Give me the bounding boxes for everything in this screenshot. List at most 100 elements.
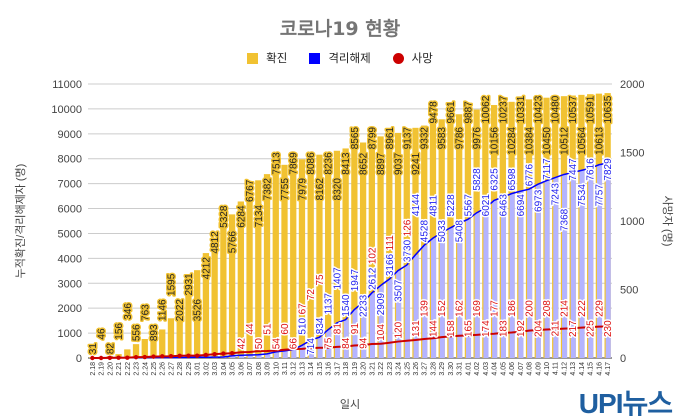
bar-released	[431, 238, 437, 358]
bar-confirmed	[386, 134, 393, 358]
x-tick-label: 3.24	[396, 362, 403, 376]
data-label-deaths: 81	[332, 323, 343, 335]
x-tick-label: 3.23	[387, 362, 394, 376]
x-tick-label: 3.15	[317, 362, 324, 376]
x-tick-label: 4.04	[492, 362, 499, 376]
point-deaths	[168, 354, 174, 359]
bar-released	[369, 292, 375, 358]
bar-confirmed	[228, 214, 236, 358]
bar-confirmed	[298, 159, 306, 358]
data-label-deaths: 94	[359, 337, 370, 349]
x-tick-label: 3.30	[448, 362, 455, 376]
data-label-confirmed: 1146	[158, 299, 169, 321]
bar-confirmed	[176, 307, 183, 358]
legend-label: 격리해제	[328, 51, 371, 65]
data-label-confirmed: 4212	[201, 257, 212, 280]
data-label-deaths: 152	[437, 300, 448, 317]
data-label-confirmed: 10384	[525, 127, 536, 155]
point-deaths	[203, 352, 209, 358]
data-label-released: 6694	[516, 194, 527, 217]
legend-swatch-confirmed	[247, 52, 259, 64]
bar-released	[553, 177, 559, 358]
bar-confirmed	[394, 132, 402, 358]
y-tick-label: 4000	[58, 253, 82, 265]
data-label-deaths: 217	[568, 320, 579, 337]
data-label-released: 5567	[463, 194, 474, 217]
x-tick-label: 3.17	[334, 362, 341, 376]
y2-tick-label: 500	[620, 285, 638, 297]
data-label-released: 3730	[402, 239, 413, 262]
x-tick-label: 4.13	[570, 362, 577, 376]
x-tick-label: 2.24	[142, 362, 149, 376]
y2-tick-label: 2000	[620, 79, 644, 91]
bar-released	[282, 350, 288, 358]
data-label-confirmed: 8413	[341, 152, 352, 175]
x-tick-label: 3.10	[273, 362, 280, 376]
x-tick-label: 3.22	[378, 362, 385, 376]
legend-item-released[interactable]: 격리해제	[309, 50, 371, 66]
x-tick-label: 2.29	[186, 362, 193, 376]
chart-title: 코로나19 현황	[279, 18, 401, 40]
bar-confirmed	[412, 127, 419, 358]
data-label-confirmed: 1595	[166, 273, 177, 296]
data-label-confirmed: 9478	[428, 101, 439, 124]
x-tick-label: 3.29	[439, 362, 446, 376]
x-tick-label: 3.11	[282, 362, 289, 375]
data-label-confirmed: 9241	[411, 152, 422, 175]
legend-swatch-deaths	[392, 52, 404, 64]
data-label-confirmed: 9976	[472, 127, 483, 150]
data-label-confirmed: 7513	[271, 152, 282, 175]
data-label-deaths: 44	[245, 323, 256, 335]
x-tick-label: 4.03	[483, 362, 490, 376]
data-label-confirmed: 8162	[315, 178, 326, 201]
data-label-released: 7368	[559, 208, 570, 231]
bar-confirmed	[246, 189, 253, 358]
data-label-confirmed: 346	[123, 303, 134, 320]
legend: 확진 격리해제 사망	[0, 50, 680, 66]
legend-item-deaths[interactable]: 사망	[392, 50, 433, 66]
x-tick-label: 3.16	[326, 362, 333, 376]
y2-tick-label: 0	[620, 353, 626, 365]
legend-label: 사망	[411, 51, 433, 65]
bar-confirmed	[403, 130, 410, 358]
bar-confirmed	[351, 144, 358, 358]
data-label-deaths: 50	[254, 338, 265, 350]
x-tick-label: 4.05	[500, 362, 507, 376]
point-deaths	[125, 355, 130, 360]
bar-released	[404, 265, 410, 358]
x-tick-label: 3.21	[369, 362, 376, 376]
data-label-deaths: 139	[420, 300, 431, 317]
bar-released	[579, 170, 585, 358]
x-tick-label: 4.12	[561, 362, 568, 376]
data-label-deaths: 222	[577, 300, 588, 317]
data-label-deaths: 169	[472, 300, 483, 317]
point-deaths	[229, 351, 235, 356]
x-tick-label: 2.22	[125, 362, 132, 376]
x-tick-label: 3.18	[343, 362, 350, 376]
bar-confirmed	[124, 349, 131, 358]
legend-item-confirmed[interactable]: 확진	[247, 50, 287, 66]
data-label-deaths: 67	[297, 303, 308, 315]
y-tick-label: 9000	[58, 129, 82, 141]
data-label-confirmed: 763	[140, 304, 151, 321]
data-label-deaths: 66	[289, 338, 300, 350]
data-label-confirmed: 10284	[507, 127, 518, 155]
point-deaths	[186, 353, 191, 358]
x-tick-label: 3.28	[430, 362, 437, 376]
x-tick-label: 3.02	[203, 362, 210, 376]
data-label-deaths: 75	[324, 337, 335, 349]
x-tick-label: 2.19	[99, 362, 106, 376]
x-tick-label: 4.07	[518, 362, 525, 376]
upi-news-logo: UPI뉴스	[578, 388, 673, 419]
data-label-deaths: 104	[376, 324, 387, 341]
data-label-confirmed: 8652	[359, 152, 370, 175]
bar-released	[605, 162, 611, 358]
y-tick-label: 8000	[58, 154, 82, 166]
bar-released	[387, 279, 393, 358]
x-axis-label: 일시	[340, 397, 360, 411]
data-label-deaths: 72	[306, 289, 317, 301]
data-label-confirmed: 7979	[297, 178, 308, 201]
data-label-confirmed: 10613	[594, 127, 605, 155]
bar-released	[483, 208, 489, 358]
